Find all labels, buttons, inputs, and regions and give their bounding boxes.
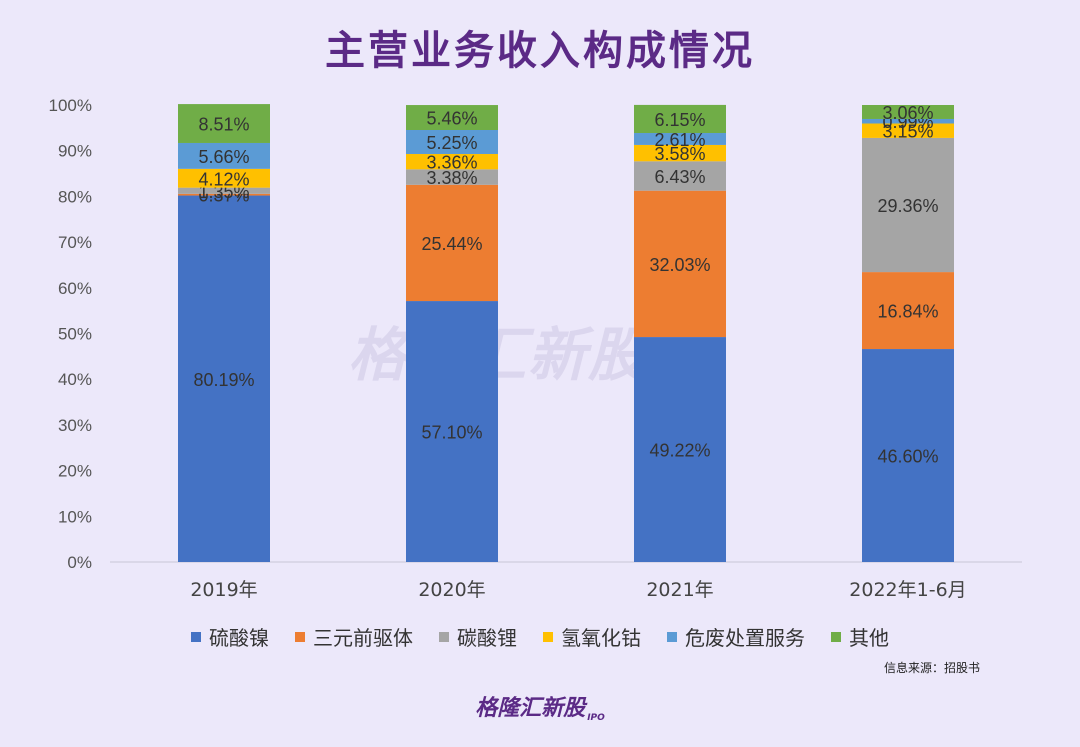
data-label: 3.06% xyxy=(882,103,933,123)
bar-segment xyxy=(634,337,726,562)
data-label: 80.19% xyxy=(193,370,254,390)
chart-legend: 硫酸镍 三元前驱体 碳酸锂 氢氧化钴 危废处置服务 其他 xyxy=(0,622,1080,651)
footer-logo: 格隆汇新股 IPO xyxy=(0,690,1080,723)
legend-swatch xyxy=(831,631,841,642)
y-tick-label: 80% xyxy=(58,187,92,206)
bar-segment xyxy=(634,104,726,134)
data-label: 29.36% xyxy=(877,196,938,216)
legend-item: 其他 xyxy=(831,622,889,651)
bar-segment xyxy=(178,168,270,188)
legend-swatch xyxy=(191,631,201,642)
bar-segment xyxy=(862,137,954,273)
data-label: 5.46% xyxy=(426,109,477,129)
data-label: 3.38% xyxy=(426,168,477,188)
y-tick-label: 10% xyxy=(58,507,92,526)
legend-item: 危废处置服务 xyxy=(667,622,805,651)
legend-item: 硫酸镍 xyxy=(191,622,269,651)
bar-segment xyxy=(406,153,498,170)
legend-item: 氢氧化钴 xyxy=(543,622,641,651)
x-tick-label: 2021年 xyxy=(646,579,713,601)
y-tick-label: 90% xyxy=(58,142,92,161)
y-tick-label: 60% xyxy=(58,279,92,298)
y-tick-label: 0% xyxy=(67,553,92,572)
bar-segment xyxy=(406,105,498,130)
data-label: 16.84% xyxy=(877,302,938,322)
data-label: 25.44% xyxy=(421,234,482,254)
data-label: 6.43% xyxy=(654,167,705,187)
data-label: 3.58% xyxy=(654,144,705,164)
legend-label: 氢氧化钴 xyxy=(561,626,641,650)
bar-segment xyxy=(178,142,270,169)
source-note: 信息来源：招股书 xyxy=(883,661,980,675)
data-label: 4.12% xyxy=(198,169,249,189)
y-tick-label: 50% xyxy=(58,325,92,344)
data-label: 49.22% xyxy=(649,441,710,461)
bar-segment xyxy=(406,301,498,562)
y-tick-label: 100% xyxy=(49,96,92,115)
legend-label: 碳酸锂 xyxy=(457,626,517,650)
bar-segment xyxy=(178,195,270,563)
x-tick-label: 2020年 xyxy=(418,579,485,601)
legend-item: 碳酸锂 xyxy=(439,622,517,651)
data-label: 6.15% xyxy=(654,110,705,130)
footer-logo-text: 格隆汇新股 xyxy=(475,696,586,721)
bar-segment xyxy=(634,190,726,338)
bar-segment xyxy=(178,104,270,143)
data-label: 5.66% xyxy=(198,147,249,167)
y-tick-label: 30% xyxy=(58,416,92,435)
data-label: 8.51% xyxy=(198,115,249,135)
y-tick-label: 40% xyxy=(58,370,92,389)
bar-segment xyxy=(178,187,270,194)
bar-segment xyxy=(862,105,954,119)
bar-segment xyxy=(862,349,954,562)
x-tick-label: 2022年1-6月 xyxy=(849,579,966,601)
bar-segment xyxy=(406,184,498,302)
stacked-bar-chart: 0%10%20%30%40%50%60%70%80%90%100%80.19%0… xyxy=(49,96,1022,601)
y-tick-label: 20% xyxy=(58,462,92,481)
chart-title: 主营业务收入构成情况 xyxy=(325,28,755,74)
data-label: 57.10% xyxy=(421,423,482,443)
data-label: 3.15% xyxy=(882,122,933,142)
legend-swatch xyxy=(295,631,305,642)
data-label: 5.25% xyxy=(426,133,477,153)
legend-label: 危废处置服务 xyxy=(685,626,805,650)
bar-segment xyxy=(406,169,498,185)
bar-segment xyxy=(862,123,954,138)
legend-item: 三元前驱体 xyxy=(295,622,413,651)
data-label: 46.60% xyxy=(877,447,938,467)
y-tick-label: 70% xyxy=(58,233,92,252)
data-label: 32.03% xyxy=(649,255,710,275)
legend-label: 硫酸镍 xyxy=(209,626,269,650)
bar-segment xyxy=(634,133,726,145)
footer-logo-ipo: IPO xyxy=(587,713,605,724)
legend-label: 其他 xyxy=(849,626,889,650)
bar-segment xyxy=(178,193,270,196)
bar-segment xyxy=(634,161,726,191)
data-label: 3.36% xyxy=(426,153,477,173)
legend-swatch xyxy=(543,631,553,642)
bar-segment xyxy=(406,129,498,154)
legend-label: 三元前驱体 xyxy=(313,626,413,650)
bar-segment xyxy=(862,272,954,350)
bar-segment xyxy=(862,118,954,124)
legend-swatch xyxy=(667,631,677,642)
legend-swatch xyxy=(439,631,449,642)
data-label: 2.61% xyxy=(654,130,705,150)
bar-segment xyxy=(634,144,726,162)
x-tick-label: 2019年 xyxy=(190,579,257,601)
